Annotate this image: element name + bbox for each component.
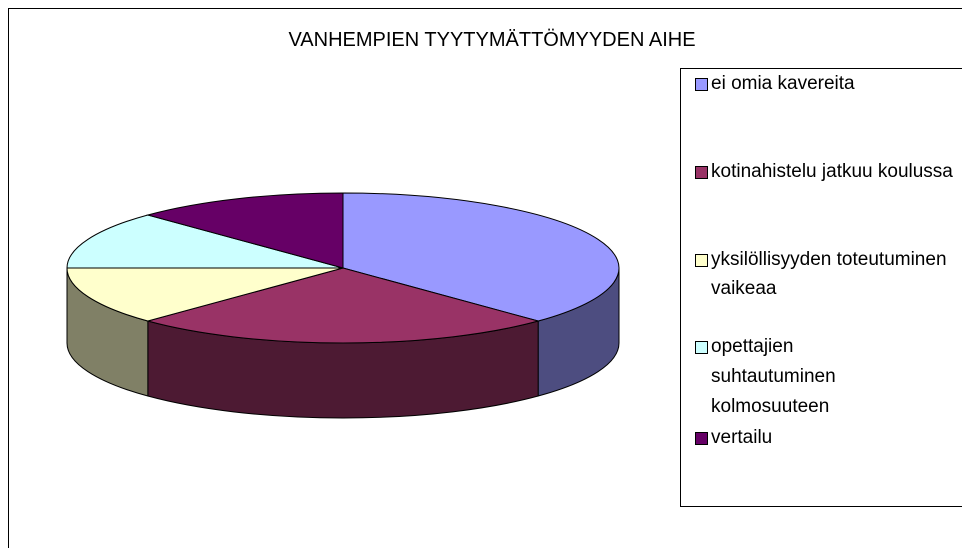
legend-label: ei omia kavereita xyxy=(711,73,855,94)
legend-swatch xyxy=(695,78,708,91)
pie-slice xyxy=(66,214,344,269)
pie-slice xyxy=(145,267,541,344)
pie-slice xyxy=(145,192,344,269)
page: {"chart_data": {"type": "pie", "title": … xyxy=(8,8,962,548)
legend-label: yksilöllisyyden toteutuminen vaikeaa xyxy=(711,249,947,299)
pie-slice xyxy=(342,192,620,322)
legend-label: vertailu xyxy=(711,427,773,448)
pie-slice xyxy=(66,267,344,322)
legend-swatch xyxy=(695,341,708,354)
chart xyxy=(66,192,620,419)
legend-swatch xyxy=(695,166,708,179)
legend-swatch xyxy=(695,432,708,445)
legend-swatch xyxy=(695,254,708,267)
legend-label: opettajien suhtautuminen kolmosuuteen xyxy=(711,336,836,417)
chart-title: VANHEMPIEN TYYTYMÄTTÖMYYDEN AIHE xyxy=(288,29,696,51)
legend-label: kotinahistelu jatkuu koulussa xyxy=(711,161,953,182)
legend: ei omia kavereita kotinahistelu jatkuu ko… xyxy=(680,68,962,507)
chart-frame xyxy=(8,8,962,548)
